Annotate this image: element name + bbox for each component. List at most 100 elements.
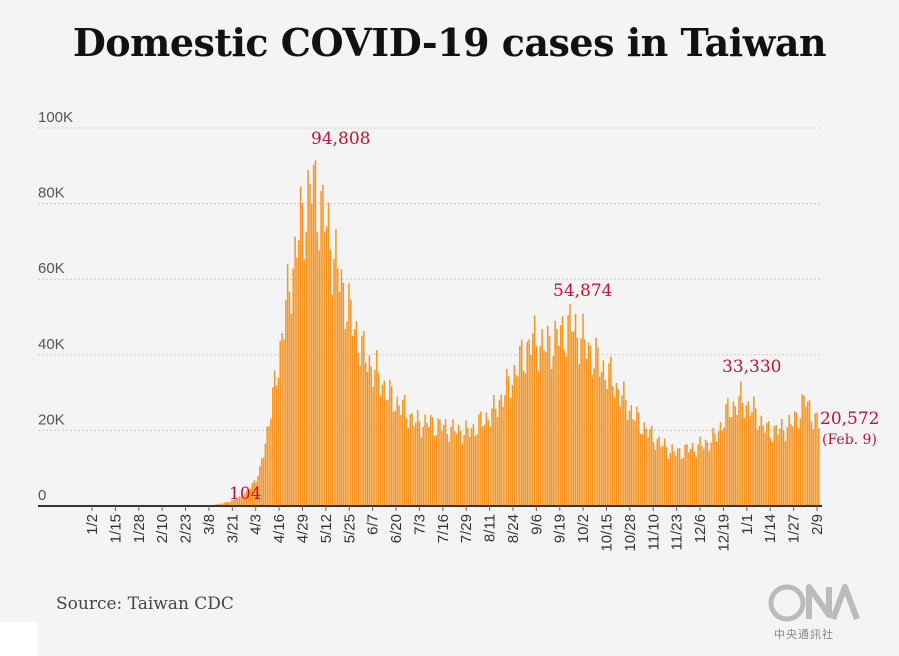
bar xyxy=(702,448,705,506)
bar xyxy=(675,456,677,506)
bar xyxy=(268,426,270,506)
x-tick-label: 1/14 xyxy=(762,514,779,543)
bar xyxy=(272,387,274,506)
bar xyxy=(498,400,501,506)
bar xyxy=(552,355,555,506)
bar xyxy=(598,376,601,506)
bar xyxy=(392,411,395,506)
bar xyxy=(554,320,556,506)
bar xyxy=(541,329,543,506)
x-tick-label: 3/21 xyxy=(224,514,241,543)
bar xyxy=(595,337,597,506)
bar xyxy=(637,412,640,506)
bar xyxy=(288,291,291,506)
x-tick-label: 9/6 xyxy=(528,514,545,535)
bar xyxy=(758,426,761,506)
chart-title: Domestic COVID-19 cases in Taiwan xyxy=(72,20,827,65)
bar xyxy=(533,315,536,506)
x-tick-label: 2/10 xyxy=(154,514,171,543)
bar xyxy=(805,407,807,506)
bar xyxy=(530,354,532,506)
bar xyxy=(591,374,594,506)
bar xyxy=(314,160,317,506)
bar xyxy=(478,414,480,506)
bar xyxy=(468,437,471,506)
x-tick-label: 9/19 xyxy=(552,514,569,543)
x-tick-label: 11/23 xyxy=(669,514,686,550)
bar xyxy=(556,328,558,506)
bar xyxy=(351,335,354,506)
bar xyxy=(442,425,445,506)
bar xyxy=(613,397,616,506)
gridlines xyxy=(38,127,820,431)
bar xyxy=(730,416,733,506)
bar xyxy=(506,369,508,506)
bar xyxy=(337,268,339,506)
bar xyxy=(693,451,696,506)
bar xyxy=(574,313,577,506)
bar xyxy=(342,283,345,506)
bar xyxy=(751,411,753,506)
bar xyxy=(604,379,607,506)
bar xyxy=(225,502,228,506)
bar xyxy=(305,232,307,507)
x-tick-label: 1/27 xyxy=(786,514,803,543)
bar xyxy=(403,394,406,506)
annotation-latest-date: (Feb. 9) xyxy=(822,432,877,448)
bar xyxy=(771,441,774,506)
bar xyxy=(496,417,499,506)
annotation-peak-may: 94,808 xyxy=(311,129,370,149)
bar xyxy=(656,439,659,506)
bar xyxy=(483,424,486,506)
bar xyxy=(390,386,393,506)
bar xyxy=(756,430,759,506)
bar xyxy=(580,338,582,506)
bar xyxy=(671,444,673,506)
bar xyxy=(493,394,495,506)
bar xyxy=(489,426,491,506)
bar xyxy=(422,427,424,506)
bar xyxy=(706,441,709,506)
bar xyxy=(233,499,235,506)
bar xyxy=(784,441,787,506)
bar xyxy=(396,396,398,506)
bar xyxy=(236,498,239,506)
bar xyxy=(481,426,484,506)
bar xyxy=(717,431,720,506)
bar xyxy=(589,345,592,506)
bar xyxy=(244,493,246,506)
bar xyxy=(548,336,551,506)
bar xyxy=(309,184,311,506)
bar xyxy=(335,229,337,506)
bar xyxy=(615,382,618,506)
bar xyxy=(331,294,333,506)
bar xyxy=(448,441,450,506)
bar xyxy=(409,414,411,506)
bar xyxy=(286,263,289,506)
bar xyxy=(307,170,309,506)
bar xyxy=(402,399,404,506)
bar xyxy=(611,386,614,506)
bar xyxy=(760,415,763,506)
bar xyxy=(480,411,482,506)
bar xyxy=(676,448,679,506)
bar xyxy=(634,420,636,506)
bar xyxy=(753,396,755,506)
bar xyxy=(435,435,437,506)
bar xyxy=(559,325,562,506)
bar xyxy=(535,346,538,506)
bar xyxy=(662,445,664,506)
bar xyxy=(299,186,302,507)
bar xyxy=(381,384,384,506)
bar xyxy=(814,413,816,506)
bar xyxy=(413,426,415,506)
bar xyxy=(383,380,385,506)
bar xyxy=(621,395,623,506)
bar xyxy=(764,432,766,506)
bar xyxy=(708,450,711,506)
bar xyxy=(526,341,529,506)
bar xyxy=(405,417,408,506)
x-axis-ticks: 1/2 1/15 1/28 2/10 2/23 3/8 3/21 4/3 4/16 4/29 5/1… xyxy=(84,506,826,552)
bar xyxy=(578,364,581,506)
bar xyxy=(689,448,692,506)
